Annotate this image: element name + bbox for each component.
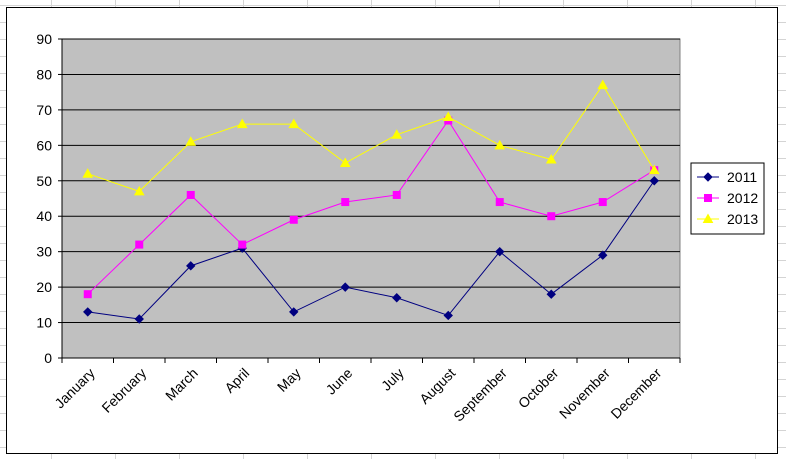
y-tick-label: 40 xyxy=(36,208,52,224)
data-point xyxy=(495,246,505,257)
series-line xyxy=(87,84,655,192)
legend-label: 2013 xyxy=(727,211,758,227)
x-axis: January February March April May June July Augu… xyxy=(51,357,681,425)
data-point xyxy=(82,168,94,178)
legend[interactable]: 2011 2012 2013 xyxy=(690,162,765,235)
data-point xyxy=(341,198,350,207)
y-tick-label: 0 xyxy=(44,350,52,366)
data-point xyxy=(392,190,401,199)
y-tick-label: 20 xyxy=(36,279,52,295)
data-point xyxy=(704,194,712,202)
legend-label: 2012 xyxy=(727,190,758,206)
data-point xyxy=(495,198,504,207)
data-point xyxy=(546,289,556,299)
data-point xyxy=(288,118,300,129)
data-point xyxy=(547,212,556,221)
data-point xyxy=(649,176,659,186)
data-point xyxy=(598,250,608,260)
data-point xyxy=(340,282,350,292)
series-2013 xyxy=(82,79,660,196)
data-point xyxy=(494,139,506,150)
data-point xyxy=(703,172,713,182)
x-tick-label: May xyxy=(274,365,304,395)
legend-label: 2011 xyxy=(727,169,757,185)
x-tick-label: February xyxy=(98,365,149,416)
y-tick-label: 80 xyxy=(36,66,52,82)
x-tick-label: January xyxy=(51,365,98,412)
data-point xyxy=(545,153,557,164)
data-point xyxy=(83,307,93,317)
y-tick-label: 50 xyxy=(36,173,52,189)
x-tick-label: August xyxy=(416,365,458,407)
series-line xyxy=(87,180,655,320)
data-point xyxy=(236,118,248,129)
x-tick-label: October xyxy=(515,365,562,412)
data-point xyxy=(702,213,714,223)
data-point xyxy=(289,307,299,317)
x-tick-label: June xyxy=(323,365,356,398)
data-point xyxy=(598,198,607,207)
data-point xyxy=(238,240,247,249)
gridlines xyxy=(62,38,680,324)
x-tick-label: September xyxy=(450,365,510,425)
chart-area[interactable]: 0 10 20 30 40 50 60 70 80 90 January February March… xyxy=(6,7,778,454)
data-point xyxy=(391,129,403,139)
y-axis: 0 10 20 30 40 50 60 70 80 90 xyxy=(36,31,63,366)
data-point xyxy=(134,314,144,324)
data-point xyxy=(392,293,402,303)
line-chart: 0 10 20 30 40 50 60 70 80 90 January February March… xyxy=(36,31,765,425)
data-point xyxy=(442,111,454,121)
x-tick-label: December xyxy=(607,365,664,422)
data-point xyxy=(648,164,660,175)
y-tick-label: 10 xyxy=(36,315,52,331)
series-line xyxy=(87,119,655,295)
y-tick-label: 30 xyxy=(36,244,52,260)
data-point xyxy=(186,261,196,271)
x-tick-label: November xyxy=(556,365,613,422)
data-point xyxy=(186,190,195,199)
data-point xyxy=(83,290,92,299)
x-tick-label: March xyxy=(162,365,201,404)
data-point xyxy=(185,136,197,146)
y-tick-label: 90 xyxy=(36,31,52,47)
y-tick-label: 70 xyxy=(36,102,52,118)
data-point xyxy=(289,215,298,224)
y-tick-label: 60 xyxy=(36,137,52,153)
data-point xyxy=(339,157,351,168)
data-point xyxy=(597,79,609,90)
data-point xyxy=(133,185,145,196)
data-point xyxy=(443,310,453,321)
x-tick-label: April xyxy=(221,365,252,396)
x-tick-label: July xyxy=(378,365,407,394)
series-group xyxy=(82,79,660,324)
series-2011 xyxy=(83,176,659,324)
data-point xyxy=(135,240,144,249)
